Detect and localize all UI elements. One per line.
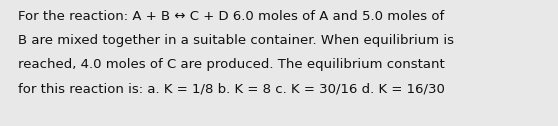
Text: for this reaction is: a. K = 1/8 b. K = 8 c. K = 30/16 d. K = 16/30: for this reaction is: a. K = 1/8 b. K = … [18, 82, 445, 95]
Text: For the reaction: A + B ↔ C + D 6.0 moles of A and 5.0 moles of: For the reaction: A + B ↔ C + D 6.0 mole… [18, 10, 444, 23]
Text: B are mixed together in a suitable container. When equilibrium is: B are mixed together in a suitable conta… [18, 34, 454, 47]
Text: reached, 4.0 moles of C are produced. The equilibrium constant: reached, 4.0 moles of C are produced. Th… [18, 58, 445, 71]
